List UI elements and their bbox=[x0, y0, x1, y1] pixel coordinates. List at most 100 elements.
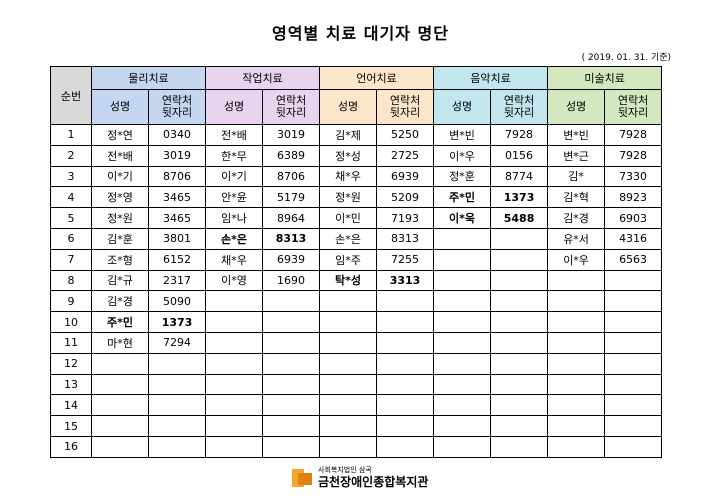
waitlist-name bbox=[319, 331, 378, 354]
sub-header-contact-line2: 뒷자리 bbox=[503, 106, 535, 119]
waitlist-contact bbox=[490, 311, 549, 333]
waitlist-contact: 5090 bbox=[147, 290, 207, 313]
waitlist-contact bbox=[376, 352, 435, 375]
waitlist-name bbox=[433, 311, 492, 333]
waitlist-name bbox=[91, 435, 149, 458]
waitlist-contact: 1373 bbox=[147, 311, 207, 333]
waitlist-name: 이*영 bbox=[205, 269, 264, 292]
waitlist-contact bbox=[604, 373, 663, 396]
waitlist-contact bbox=[604, 435, 663, 458]
waitlist-name bbox=[547, 269, 606, 292]
waitlist-name: 김*경 bbox=[91, 290, 149, 313]
sub-header-contact-line2: 뒷자리 bbox=[161, 106, 193, 119]
waitlist-contact bbox=[490, 290, 549, 313]
waitlist-contact: 1373 bbox=[490, 186, 549, 209]
sub-header-contact-line2: 뒷자리 bbox=[275, 106, 307, 119]
waitlist-name bbox=[319, 290, 378, 313]
waitlist-name bbox=[547, 394, 606, 417]
waitlist-name: 채*우 bbox=[319, 165, 378, 188]
sub-header-contact: 연락처 뒷자리 bbox=[147, 89, 207, 125]
waitlist-name bbox=[205, 311, 264, 333]
waitlist-contact: 7928 bbox=[604, 124, 663, 146]
waitlist-name: 변*빈 bbox=[547, 124, 606, 146]
waitlist-name: 한*무 bbox=[205, 144, 264, 167]
waitlist-contact: 1690 bbox=[262, 269, 321, 292]
field-header-physical: 물리치료 bbox=[90, 66, 207, 90]
waitlist-contact bbox=[262, 331, 321, 354]
table-row: 8 김*규 2317 이*영 1690 탁*성 3313 bbox=[50, 269, 663, 292]
waitlist-name bbox=[433, 415, 492, 437]
waitlist-contact: 0340 bbox=[147, 124, 207, 146]
waitlist-contact: 3801 bbox=[147, 227, 207, 250]
waitlist-name: 마*현 bbox=[91, 331, 149, 354]
sub-header-contact-line1: 연락처 bbox=[161, 94, 193, 107]
waitlist-name bbox=[319, 415, 378, 437]
waitlist-name bbox=[433, 269, 492, 292]
waitlist-name: 전*배 bbox=[91, 144, 149, 167]
waitlist-contact: 6152 bbox=[147, 248, 207, 271]
waitlist-name: 손*은 bbox=[205, 227, 264, 250]
row-seq: 1 bbox=[50, 124, 92, 146]
field-header-music: 음악치료 bbox=[433, 66, 549, 90]
waitlist-name bbox=[91, 394, 149, 417]
sub-header-contact-line1: 연락처 bbox=[389, 94, 421, 107]
waitlist-name: 정*원 bbox=[91, 207, 149, 229]
waitlist-contact: 8923 bbox=[604, 186, 663, 209]
waitlist-name: 임*주 bbox=[319, 248, 378, 271]
sub-header-name: 성명 bbox=[91, 89, 149, 125]
row-seq: 6 bbox=[50, 227, 92, 250]
waitlist-name bbox=[433, 290, 492, 313]
waitlist-contact bbox=[604, 311, 663, 333]
waitlist-name bbox=[433, 373, 492, 396]
sub-header-contact: 연락처 뒷자리 bbox=[376, 89, 435, 125]
waitlist-contact: 3019 bbox=[147, 144, 207, 167]
waitlist-contact: 6389 bbox=[262, 144, 321, 167]
field-header-occupational: 작업치료 bbox=[205, 66, 321, 90]
waitlist-name bbox=[205, 352, 264, 375]
waitlist-name bbox=[433, 394, 492, 417]
waitlist-name: 변*근 bbox=[547, 144, 606, 167]
waitlist-contact: 6939 bbox=[262, 248, 321, 271]
waitlist-contact: 6939 bbox=[376, 165, 435, 188]
waitlist-contact bbox=[262, 415, 321, 437]
waitlist-name: 전*배 bbox=[205, 124, 264, 146]
row-seq: 9 bbox=[50, 290, 92, 313]
waitlist-contact: 5209 bbox=[376, 186, 435, 209]
sub-header-contact-line1: 연락처 bbox=[503, 94, 535, 107]
waitlist-name: 정*영 bbox=[91, 186, 149, 209]
waitlist-contact: 3313 bbox=[376, 269, 435, 292]
waitlist-contact bbox=[376, 311, 435, 333]
waitlist-contact bbox=[490, 373, 549, 396]
waitlist-contact: 7928 bbox=[490, 124, 549, 146]
waitlist-name bbox=[547, 373, 606, 396]
waitlist-contact: 3019 bbox=[262, 124, 321, 146]
waitlist-contact bbox=[604, 331, 663, 354]
waitlist-name: 정*원 bbox=[319, 186, 378, 209]
waitlist-name: 변*빈 bbox=[433, 124, 492, 146]
row-seq: 7 bbox=[50, 248, 92, 271]
waitlist-contact bbox=[490, 248, 549, 271]
waitlist-contact bbox=[376, 435, 435, 458]
waitlist-name bbox=[205, 415, 264, 437]
row-seq: 13 bbox=[50, 373, 92, 396]
waitlist-name bbox=[547, 311, 606, 333]
waitlist-name: 김*제 bbox=[319, 124, 378, 146]
table-row: 4 정*영 3465 안*윤 5179 정*원 5209 주*민 1373 김*혁 8923 bbox=[50, 186, 663, 209]
waitlist-name: 김* bbox=[547, 165, 606, 188]
sub-header-contact-line2: 뒷자리 bbox=[617, 106, 649, 119]
sub-header-name: 성명 bbox=[319, 89, 378, 125]
reference-date: ( 2019. 01. 31. 기준) bbox=[581, 53, 671, 63]
waitlist-name: 주*민 bbox=[433, 186, 492, 209]
waitlist-contact: 5250 bbox=[376, 124, 435, 146]
waitlist-name: 손*은 bbox=[319, 227, 378, 250]
waitlist-contact: 4316 bbox=[604, 227, 663, 250]
waitlist-name bbox=[433, 331, 492, 354]
waitlist-contact: 5488 bbox=[490, 207, 549, 229]
waitlist-contact: 5179 bbox=[262, 186, 321, 209]
table-row: 11 마*현 7294 bbox=[50, 331, 663, 354]
waitlist-contact bbox=[490, 269, 549, 292]
waitlist-contact bbox=[376, 394, 435, 417]
waitlist-contact: 2317 bbox=[147, 269, 207, 292]
waitlist-name: 탁*성 bbox=[319, 269, 378, 292]
waitlist-contact bbox=[262, 394, 321, 417]
